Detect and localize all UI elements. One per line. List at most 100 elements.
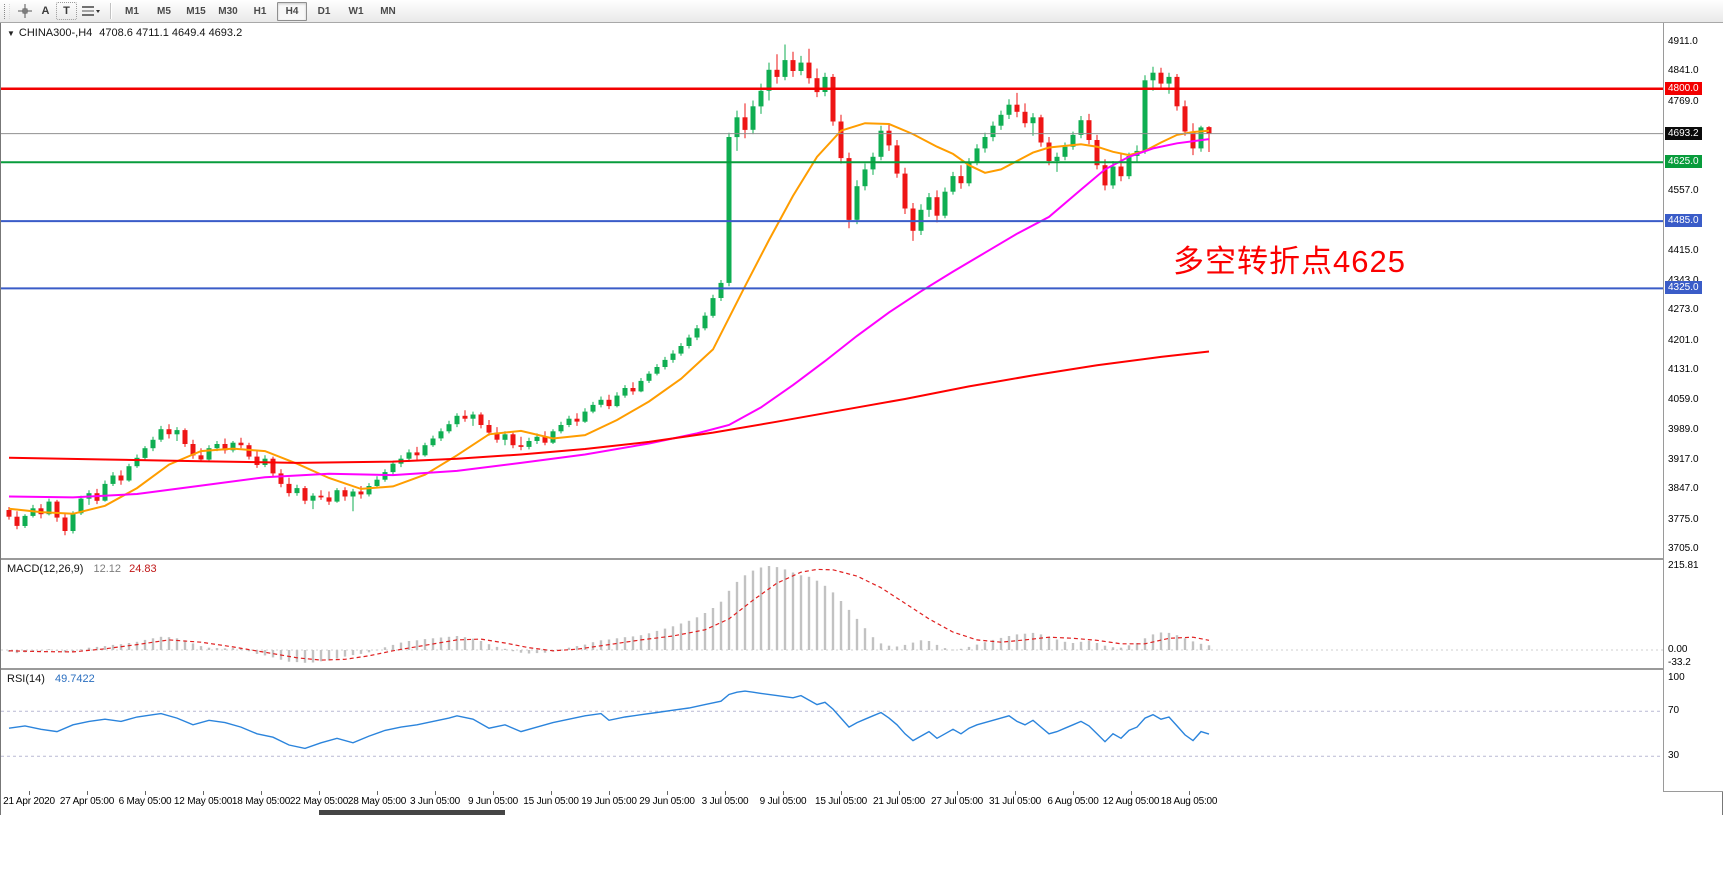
- candle: [542, 431, 548, 446]
- candle: [982, 132, 988, 153]
- candle: [526, 437, 532, 450]
- candle: [782, 44, 788, 81]
- time-label: 12 May 05:00: [173, 796, 233, 807]
- candle: [686, 334, 692, 349]
- candle: [182, 428, 188, 447]
- candle: [622, 385, 628, 398]
- candle: [806, 48, 812, 84]
- time-tick: [493, 791, 494, 795]
- time-label: 27 Jul 05:00: [930, 796, 984, 807]
- time-tick: [841, 791, 842, 795]
- macd-axis-label: 0.00: [1668, 644, 1688, 655]
- candle: [1102, 159, 1108, 191]
- candle: [174, 427, 180, 441]
- timeframe-button-m1[interactable]: M1: [125, 5, 139, 17]
- price-axis[interactable]: 4911.0 4841.0 4769.0 4557.0 4415.0 4343.0 4273…: [1663, 23, 1723, 791]
- candle: [1022, 103, 1028, 128]
- candle: [694, 325, 700, 341]
- rsi-axis-label: 100: [1668, 672, 1685, 683]
- price-annotation[interactable]: 多空转折点4625: [1173, 244, 1406, 279]
- time-label: 15 Jul 05:00: [814, 796, 868, 807]
- macd-label: MACD(12,26,9) 12.12 24.83: [7, 563, 157, 575]
- candle: [990, 121, 996, 142]
- candle: [774, 54, 780, 84]
- time-label: 3 Jun 05:00: [409, 796, 461, 807]
- candle: [638, 378, 644, 393]
- timeframe-button-h1[interactable]: H1: [253, 5, 267, 17]
- candle: [510, 432, 516, 449]
- rsi-panel-chart[interactable]: [1, 670, 1663, 791]
- toolbar-grip[interactable]: [4, 3, 10, 19]
- time-label: 6 Aug 05:00: [1047, 796, 1099, 807]
- candle: [502, 431, 508, 446]
- candle: [414, 446, 420, 460]
- candle: [1086, 113, 1092, 145]
- price-tick-label: 4273.0: [1668, 304, 1699, 315]
- candle: [62, 512, 68, 536]
- candle: [110, 472, 116, 486]
- price-tick-label: 4415.0: [1668, 245, 1699, 256]
- timeframe-button-h4[interactable]: H4: [277, 1, 307, 21]
- candle: [158, 425, 164, 442]
- candle: [838, 114, 844, 164]
- time-tick: [783, 791, 784, 795]
- candle: [894, 140, 900, 178]
- rsi-label: RSI(14) 49.7422: [7, 673, 95, 685]
- candle: [790, 51, 796, 77]
- price-chart[interactable]: [1, 23, 1663, 559]
- candle: [118, 470, 124, 485]
- text-frame-icon[interactable]: T: [56, 2, 77, 20]
- timeframe-button-m30[interactable]: M30: [218, 5, 238, 17]
- candle: [326, 491, 332, 505]
- time-tick: [551, 791, 552, 795]
- candle: [166, 424, 172, 439]
- candle: [870, 152, 876, 175]
- candle: [102, 480, 108, 502]
- macd-histogram: [7, 566, 1211, 663]
- candle: [334, 488, 340, 503]
- panel-divider[interactable]: [1, 558, 1723, 560]
- candle: [430, 435, 436, 447]
- time-tick: [1189, 791, 1190, 795]
- timeframe-button-w1[interactable]: W1: [348, 5, 364, 17]
- hline-price-label: 4800.0: [1665, 82, 1702, 95]
- panel-divider[interactable]: [1, 668, 1723, 670]
- timeframe-button-m15[interactable]: M15: [186, 5, 206, 17]
- time-tick: [1131, 791, 1132, 795]
- candle: [670, 350, 676, 363]
- price-tick-label: 4201.0: [1668, 335, 1699, 346]
- macd-panel-chart[interactable]: [1, 560, 1663, 668]
- timeframe-button-mn[interactable]: MN: [380, 5, 396, 17]
- macd-name: MACD(12,26,9): [7, 563, 84, 575]
- time-label: 15 Jun 05:00: [523, 796, 579, 807]
- candle: [206, 445, 212, 461]
- rsi-value: 49.7422: [54, 673, 95, 685]
- price-tick-label: 3847.0: [1668, 483, 1699, 494]
- rsi-line: [8, 690, 1210, 750]
- candle: [598, 396, 604, 408]
- crosshair-icon[interactable]: [14, 2, 35, 20]
- time-label: 31 Jul 05:00: [988, 796, 1042, 807]
- line-styles-icon[interactable]: [77, 2, 105, 20]
- macd-axis-label: 215.81: [1668, 560, 1699, 571]
- price-tick-label: 4131.0: [1668, 364, 1699, 375]
- candle: [702, 312, 708, 331]
- candle: [606, 394, 612, 410]
- timeframe-button-m5[interactable]: M5: [157, 5, 171, 17]
- time-tick: [87, 791, 88, 795]
- candle: [566, 415, 572, 428]
- text-label-icon[interactable]: A: [35, 2, 56, 20]
- price-tick-label: 3917.0: [1668, 454, 1699, 465]
- candle: [918, 204, 924, 235]
- candle: [302, 486, 308, 505]
- macd-signal-value: 24.83: [129, 563, 157, 575]
- bottom-strip: [319, 810, 505, 815]
- candle: [558, 421, 564, 434]
- collapse-triangle-icon[interactable]: ▼: [7, 29, 15, 38]
- timeframe-button-d1[interactable]: D1: [317, 5, 331, 17]
- time-axis[interactable]: 21 Apr 2020 27 Apr 05:00 6 May 05:00 12 May…: [1, 791, 1663, 817]
- hline-price-label: 4485.0: [1665, 214, 1702, 227]
- line-styles-glyph: [82, 6, 100, 16]
- macd-signal-line: [8, 568, 1210, 661]
- candle: [614, 392, 620, 408]
